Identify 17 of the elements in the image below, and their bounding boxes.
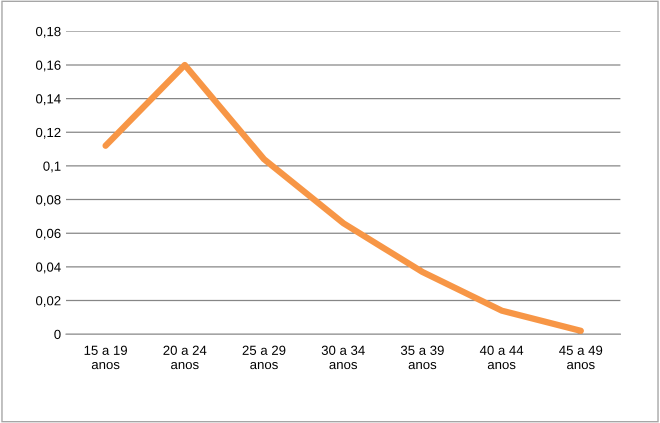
x-tick-label: 40 a 44 anos (480, 346, 524, 370)
y-tick-label: 0,02 (36, 296, 60, 307)
y-tick-label: 0,06 (36, 228, 61, 240)
x-tick-label: 20 a 24 anos (163, 346, 206, 370)
y-tick-label: 0,08 (36, 195, 61, 206)
y-tick-label: 0 (54, 330, 61, 340)
x-tick-label: 35 a 39 anos (400, 346, 444, 370)
x-tick-label: 30 a 34 anos (322, 346, 365, 370)
y-tick-label: 0,04 (36, 262, 61, 274)
y-tick-label: 0,16 (36, 60, 61, 72)
y-tick-label: 0,14 (36, 94, 61, 106)
x-tick-label: 25 a 29 anos (242, 346, 286, 370)
y-tick-label: 0,18 (36, 26, 61, 38)
x-tick-label: 15 a 19 anos (84, 346, 127, 370)
y-tick-label: 0,1 (43, 161, 60, 172)
y-tick-label: 0,12 (36, 128, 60, 139)
x-tick-label: 45 a 49 anos (559, 346, 602, 370)
